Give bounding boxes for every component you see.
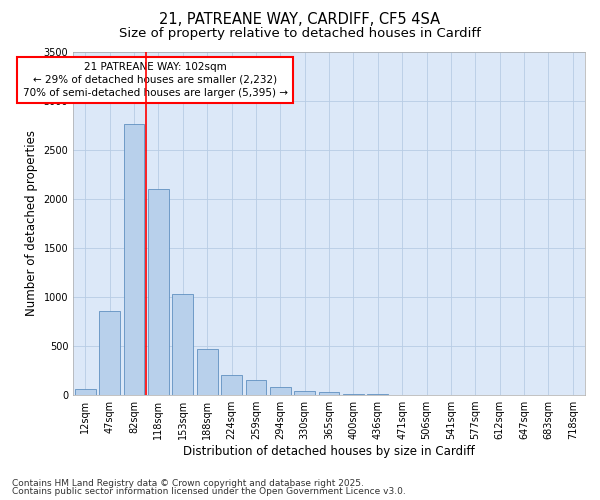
Bar: [221, 375, 242, 394]
Bar: [148, 188, 169, 394]
Bar: [197, 350, 218, 395]
Bar: [270, 386, 290, 394]
Text: Contains public sector information licensed under the Open Government Licence v3: Contains public sector information licen…: [12, 487, 406, 496]
Bar: [124, 124, 145, 394]
Text: 21, PATREANE WAY, CARDIFF, CF5 4SA: 21, PATREANE WAY, CARDIFF, CF5 4SA: [160, 12, 440, 28]
Bar: [245, 380, 266, 394]
Bar: [295, 390, 315, 394]
Y-axis label: Number of detached properties: Number of detached properties: [25, 130, 38, 316]
Text: 21 PATREANE WAY: 102sqm
← 29% of detached houses are smaller (2,232)
70% of semi: 21 PATREANE WAY: 102sqm ← 29% of detache…: [23, 62, 287, 98]
X-axis label: Distribution of detached houses by size in Cardiff: Distribution of detached houses by size …: [183, 444, 475, 458]
Bar: [75, 389, 95, 394]
Text: Contains HM Land Registry data © Crown copyright and database right 2025.: Contains HM Land Registry data © Crown c…: [12, 478, 364, 488]
Bar: [100, 312, 120, 394]
Bar: [172, 294, 193, 394]
Bar: [319, 392, 340, 394]
Text: Size of property relative to detached houses in Cardiff: Size of property relative to detached ho…: [119, 28, 481, 40]
